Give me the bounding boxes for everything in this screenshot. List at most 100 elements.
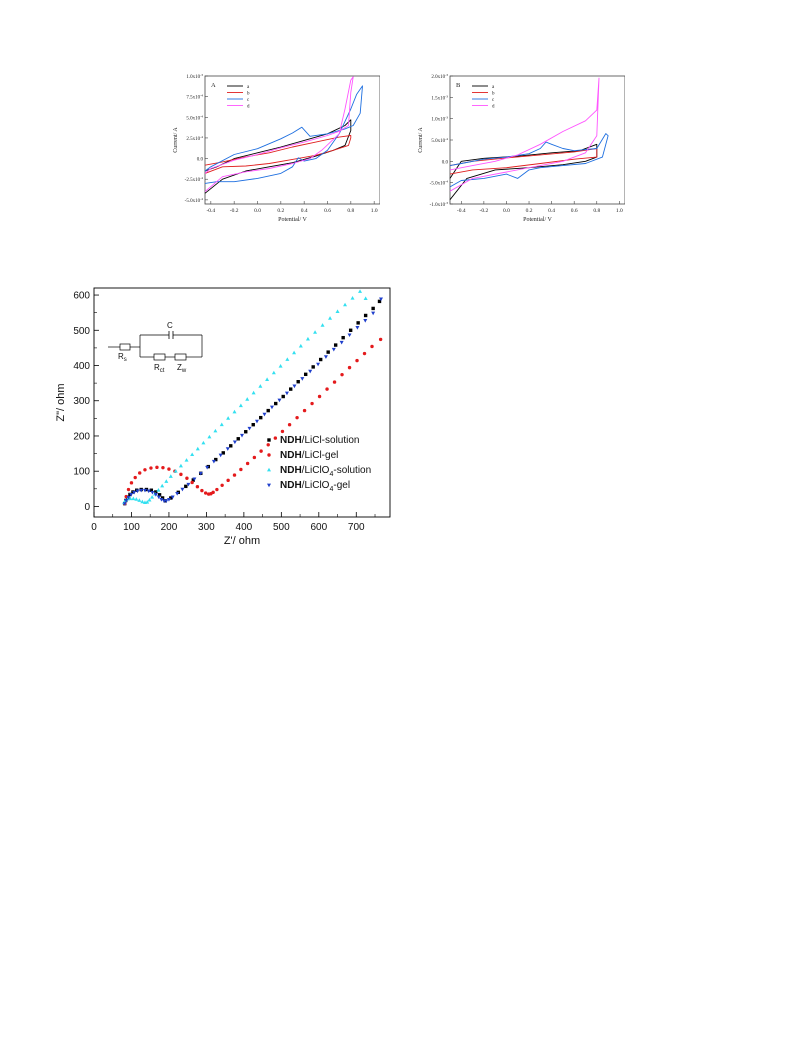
cv-b-x-tick-label: 0.4 [548,208,555,214]
eis-x-tick-label: 700 [348,522,365,533]
eis-point [363,296,368,300]
eis-point [149,488,154,492]
eis-point [198,471,203,476]
eis-point [143,468,147,472]
eis-point [137,498,142,502]
circuit-rs-resistor [119,343,131,351]
cv-a-y-tick-label: 5.0x10-4 [186,114,203,121]
cv-a-y-tick-label: -5.0x10-4 [185,197,204,204]
eis-point [355,326,360,330]
eis-point [132,490,137,495]
eis-point [271,370,276,375]
eis-point [295,415,299,420]
cv-b-y-tick-label: 0.0 [442,160,449,165]
cv-a-series-a [204,119,352,194]
eis-point [128,496,133,501]
eis-point [169,496,173,500]
eis-point [138,471,142,475]
eis-point [298,343,303,348]
eis-point [160,483,165,488]
eis-point [348,328,353,332]
eis-point [265,377,270,381]
eis-point [355,358,359,363]
eis-y-tick-label: 300 [73,396,90,407]
circuit-label-rct: Rct [154,363,165,374]
cv-a-x-tick-label: 1.0 [371,208,378,214]
circuit-rct-resistor [153,353,166,361]
cv-chart-a-svg: -0.4 -0.2 0.0 0.2 0.4 0.6 0.8 1.0 -5.0x10-4 -2.5x… [173,73,381,223]
eis-point [225,447,230,451]
eis-point [213,428,218,433]
cv-chart-b-svg: -0.4 -0.2 0.0 0.2 0.4 0.6 0.8 1.0 -1.0x10-3 -5.0x… [418,73,626,223]
eis-point [332,380,337,384]
eis-point [285,357,290,361]
cv-b-x-axis-label: Potential/ V [523,217,552,223]
cv-a-legend-label-c: c [247,98,250,103]
cv-a-x-axis-label: Potential/ V [278,217,307,223]
eis-point [335,309,340,314]
eis-point [126,495,131,500]
eis-point [259,415,263,420]
eis-point [150,495,155,499]
eis-point [251,390,256,395]
eis-y-axis-label: Z"/ ohm [55,383,67,421]
eis-point [362,351,367,356]
cv-a-y-axis-label: Current/ A [173,127,179,153]
eis-point [316,362,321,367]
eis-point [320,323,325,327]
eis-point [184,458,189,462]
eis-point [377,299,382,304]
eis-point [259,449,263,453]
eis-y-tick-label: 600 [73,291,90,302]
eis-point [331,347,336,352]
eis-x-tick-label: 300 [198,522,215,533]
eis-chart: 0 100 200 300 400 500 600 700 0 100 200 300 400 500 60… [50,280,400,547]
cv-b-x-tick-label: 0.2 [526,208,533,214]
eis-point [371,311,376,316]
eis-point [218,453,223,458]
eis-plot-frame [93,287,391,518]
eis-series-3 [122,297,384,506]
cv-b-x-tick-label: 0.0 [503,208,510,214]
eis-point [370,344,374,349]
eis-point [347,333,352,338]
eis-point [323,355,328,359]
eis-point [252,455,257,460]
eis-point [221,451,225,455]
eis-point [245,397,250,401]
cv-a-y-tick-label: 1.0x10-3 [186,73,203,80]
eis-point [258,384,263,388]
eis-point [310,401,314,406]
cv-a-series-c [204,85,363,184]
eis-x-tick-label: 100 [123,522,140,533]
eis-point [226,478,230,483]
cv-chart-b: -0.4 -0.2 0.0 0.2 0.4 0.6 0.8 1.0 -1.0x10-3 -5.0x… [410,68,626,228]
eis-point [161,465,165,470]
eis-point [180,487,185,492]
eis-point [245,461,250,466]
eis-point [179,472,183,477]
circuit-label-c: C [167,321,173,330]
eis-point [292,384,297,389]
cv-a-legend-label-b: b [247,92,250,97]
eis-point [378,337,383,342]
eis-y-tick-label: 500 [73,326,90,337]
circuit-label-zw: Zw [177,363,187,374]
eis-point [340,372,344,377]
cv-a-y-tick-label: -2.5x10-4 [185,176,204,183]
eis-point [155,465,159,470]
eis-point [325,387,329,391]
eis-point [124,494,128,499]
cv-b-legend-label-c: c [492,98,495,103]
eis-point [232,473,237,477]
eis-point [328,316,333,320]
eis-point [142,488,147,493]
eis-point [287,422,292,427]
eis-point [317,394,322,399]
cv-b-x-tick-label: -0.2 [480,208,489,214]
eis-point [333,343,338,347]
eis-point [296,380,300,384]
eis-point [226,416,231,420]
eis-x-tick-label: 500 [273,522,290,533]
cv-b-panel-letter: B [456,82,461,89]
